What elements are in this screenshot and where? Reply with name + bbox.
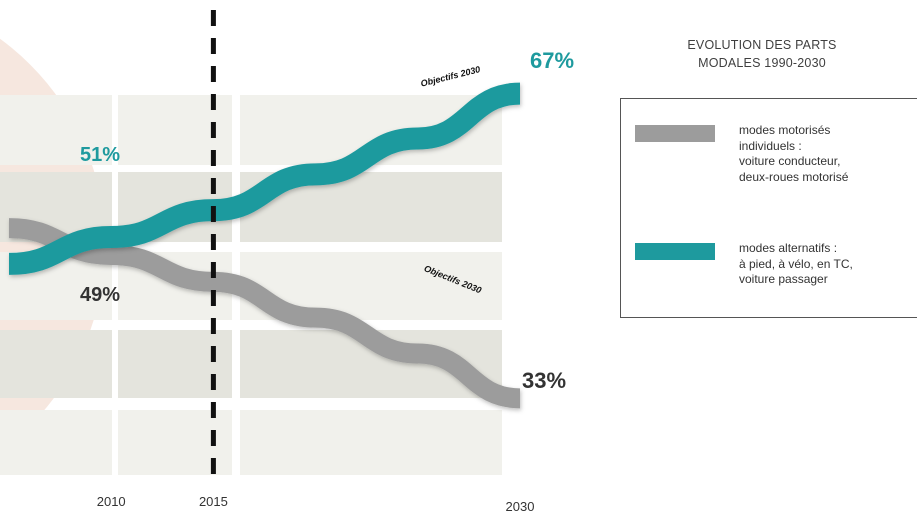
x-tick-label-2030: 2030 <box>506 499 535 514</box>
series-line-alternatifs <box>8 82 521 275</box>
legend-line: modes motorisés <box>739 123 831 137</box>
data-label-motorises-2010: 49% <box>80 284 120 306</box>
legend-line: modes alternatifs : <box>739 241 838 255</box>
data-label-motorises-2030: 33% <box>522 368 566 393</box>
legend-title-line-2: MODALES 1990-2030 <box>698 56 826 70</box>
grid-band <box>0 330 112 398</box>
legend: modes motorisés individuels : voiture co… <box>620 98 917 318</box>
series-line-motorises <box>8 218 521 409</box>
grid-band <box>240 410 502 475</box>
legend-line: voiture passager <box>739 272 828 286</box>
legend-text-alternatifs: modes alternatifs : à pied, à vélo, en T… <box>739 241 917 288</box>
legend-line: à pied, à vélo, en TC, <box>739 256 853 271</box>
x-tick-label-2015: 2015 <box>199 494 228 509</box>
legend-line: deux-roues motorisé <box>739 169 849 184</box>
grid-band <box>0 410 112 475</box>
legend-line: voiture conducteur, <box>739 154 841 168</box>
legend-title: EVOLUTION DES PARTS MODALES 1990-2030 <box>612 36 912 72</box>
legend-title-line-1: EVOLUTION DES PARTS <box>687 38 837 52</box>
annotation-alternatifs: Objectifs 2030 <box>420 64 482 88</box>
legend-swatch-alternatifs <box>635 243 715 260</box>
legend-swatch-motorises <box>635 125 715 142</box>
legend-text-motorises: modes motorisés individuels : voiture co… <box>739 123 917 185</box>
data-label-alternatifs-2030: 67% <box>530 48 574 73</box>
data-label-alternatifs-2010: 51% <box>80 144 120 166</box>
grid-band <box>0 95 112 165</box>
x-tick-label-2010: 2010 <box>97 494 126 509</box>
legend-line: individuels : <box>739 138 802 153</box>
